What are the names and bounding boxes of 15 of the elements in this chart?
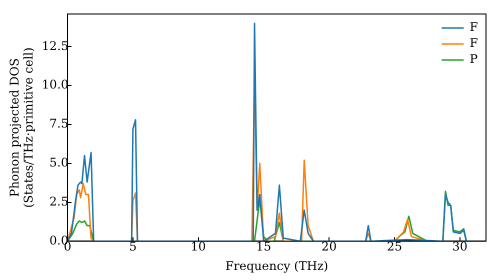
y-axis-title: Phonon projected DOS (States/THz·primitive cell) xyxy=(7,47,36,208)
legend-label: F xyxy=(470,20,478,34)
y-tick-label: 10.0 xyxy=(42,78,69,92)
x-tick-label: 15 xyxy=(256,240,272,254)
x-tick-label: 25 xyxy=(386,240,402,254)
x-axis-title: Frequency (THz) xyxy=(225,258,328,273)
x-tick-label: 5 xyxy=(129,240,137,254)
legend-label: F xyxy=(470,36,478,50)
x-tick-label: 30 xyxy=(452,240,468,254)
x-tick-label: 10 xyxy=(190,240,206,254)
y-tick-label: 7.5 xyxy=(49,116,69,131)
legend-label: P xyxy=(470,52,478,66)
x-tick-label: 20 xyxy=(321,240,337,254)
y-tick-label: 12.5 xyxy=(42,38,69,53)
y-tick-label: 2.5 xyxy=(49,194,69,208)
